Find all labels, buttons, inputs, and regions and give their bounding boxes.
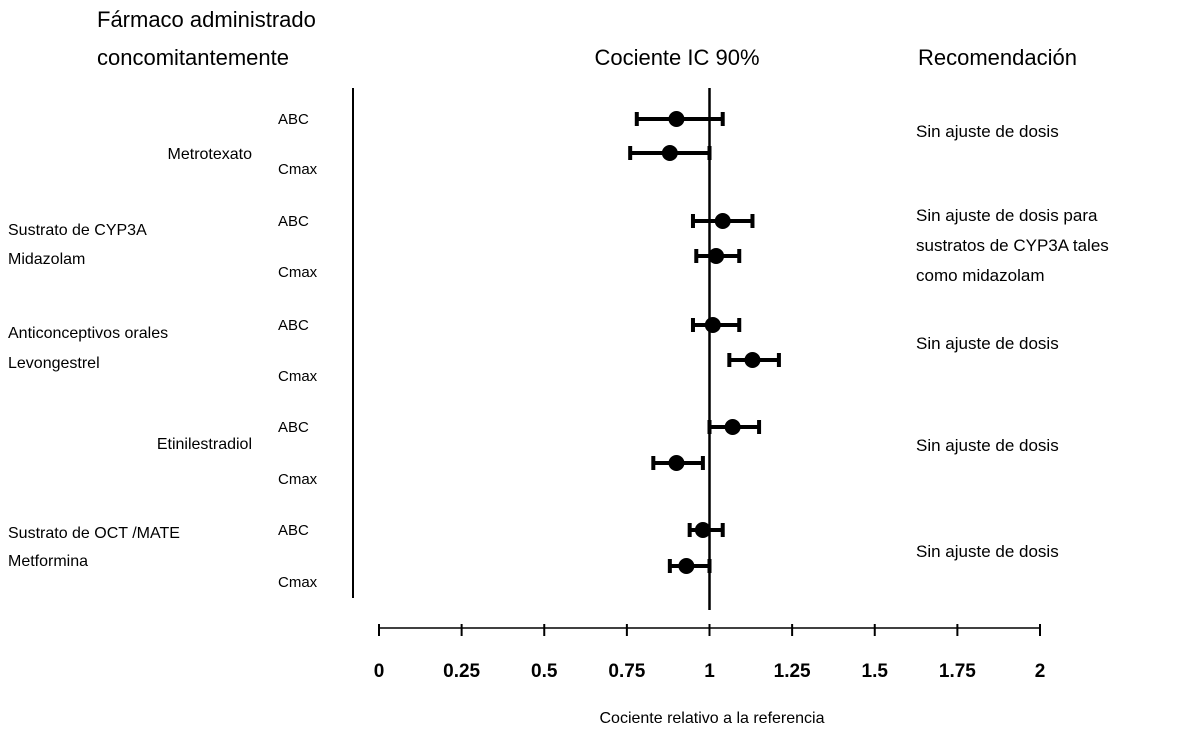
metric-label: ABC xyxy=(278,317,309,334)
metric-label: Cmax xyxy=(278,471,318,488)
drug-header-line-1: Fármaco administrado xyxy=(97,7,316,32)
x-axis-label: Cociente relativo a la referencia xyxy=(599,710,824,727)
metric-label: Cmax xyxy=(278,368,318,385)
point-estimate xyxy=(744,352,761,368)
drug-header-line-2: concomitantemente xyxy=(97,45,289,70)
recommendation-text: Sin ajuste de dosis xyxy=(916,542,1059,561)
recommendation-text: como midazolam xyxy=(916,266,1045,285)
metric-label: Cmax xyxy=(278,161,318,178)
drug-label: Etinilestradiol xyxy=(157,436,252,453)
metric-label: ABC xyxy=(278,419,309,436)
drug-label: Levongestrel xyxy=(8,355,100,372)
chart-title: Cociente IC 90% xyxy=(594,45,759,70)
drug-label: Metrotexato xyxy=(168,146,253,163)
metric-label: Cmax xyxy=(278,574,318,591)
recommendation-text: Sin ajuste de dosis xyxy=(916,122,1059,141)
drug-label: Sustrato de CYP3A xyxy=(8,222,147,239)
drug-label: Midazolam xyxy=(8,251,85,268)
recommendation-text: Sin ajuste de dosis para xyxy=(916,206,1098,225)
x-tick-label: 2 xyxy=(1035,661,1046,682)
x-tick-label: 1 xyxy=(704,661,715,682)
x-tick-label: 0.5 xyxy=(531,661,558,682)
recommendation-header: Recomendación xyxy=(918,45,1077,70)
x-tick-label: 1.75 xyxy=(939,661,976,682)
drug-label: Anticonceptivos orales xyxy=(8,325,168,342)
metric-label: ABC xyxy=(278,522,309,539)
drug-label: Metformina xyxy=(8,553,88,570)
recommendation-text: sustratos de CYP3A tales xyxy=(916,236,1109,255)
recommendation-text: Sin ajuste de dosis xyxy=(916,334,1059,353)
point-estimate xyxy=(714,213,731,229)
drug-label: Sustrato de OCT /MATE xyxy=(8,525,180,542)
x-tick-label: 0 xyxy=(374,661,385,682)
metric-label: ABC xyxy=(278,111,309,128)
point-estimate xyxy=(668,111,685,127)
metric-label: Cmax xyxy=(278,264,318,281)
point-estimate xyxy=(668,455,685,471)
x-tick-label: 0.25 xyxy=(443,661,480,682)
point-estimate xyxy=(661,145,678,161)
point-estimate xyxy=(704,317,721,333)
x-tick-label: 0.75 xyxy=(608,661,645,682)
recommendation-text: Sin ajuste de dosis xyxy=(916,436,1059,455)
x-tick-label: 1.25 xyxy=(774,661,811,682)
point-estimate xyxy=(724,419,741,435)
x-tick-label: 1.5 xyxy=(862,661,889,682)
point-estimate xyxy=(694,522,711,538)
metric-label: ABC xyxy=(278,213,309,230)
point-estimate xyxy=(708,248,725,264)
point-estimate xyxy=(678,558,695,574)
